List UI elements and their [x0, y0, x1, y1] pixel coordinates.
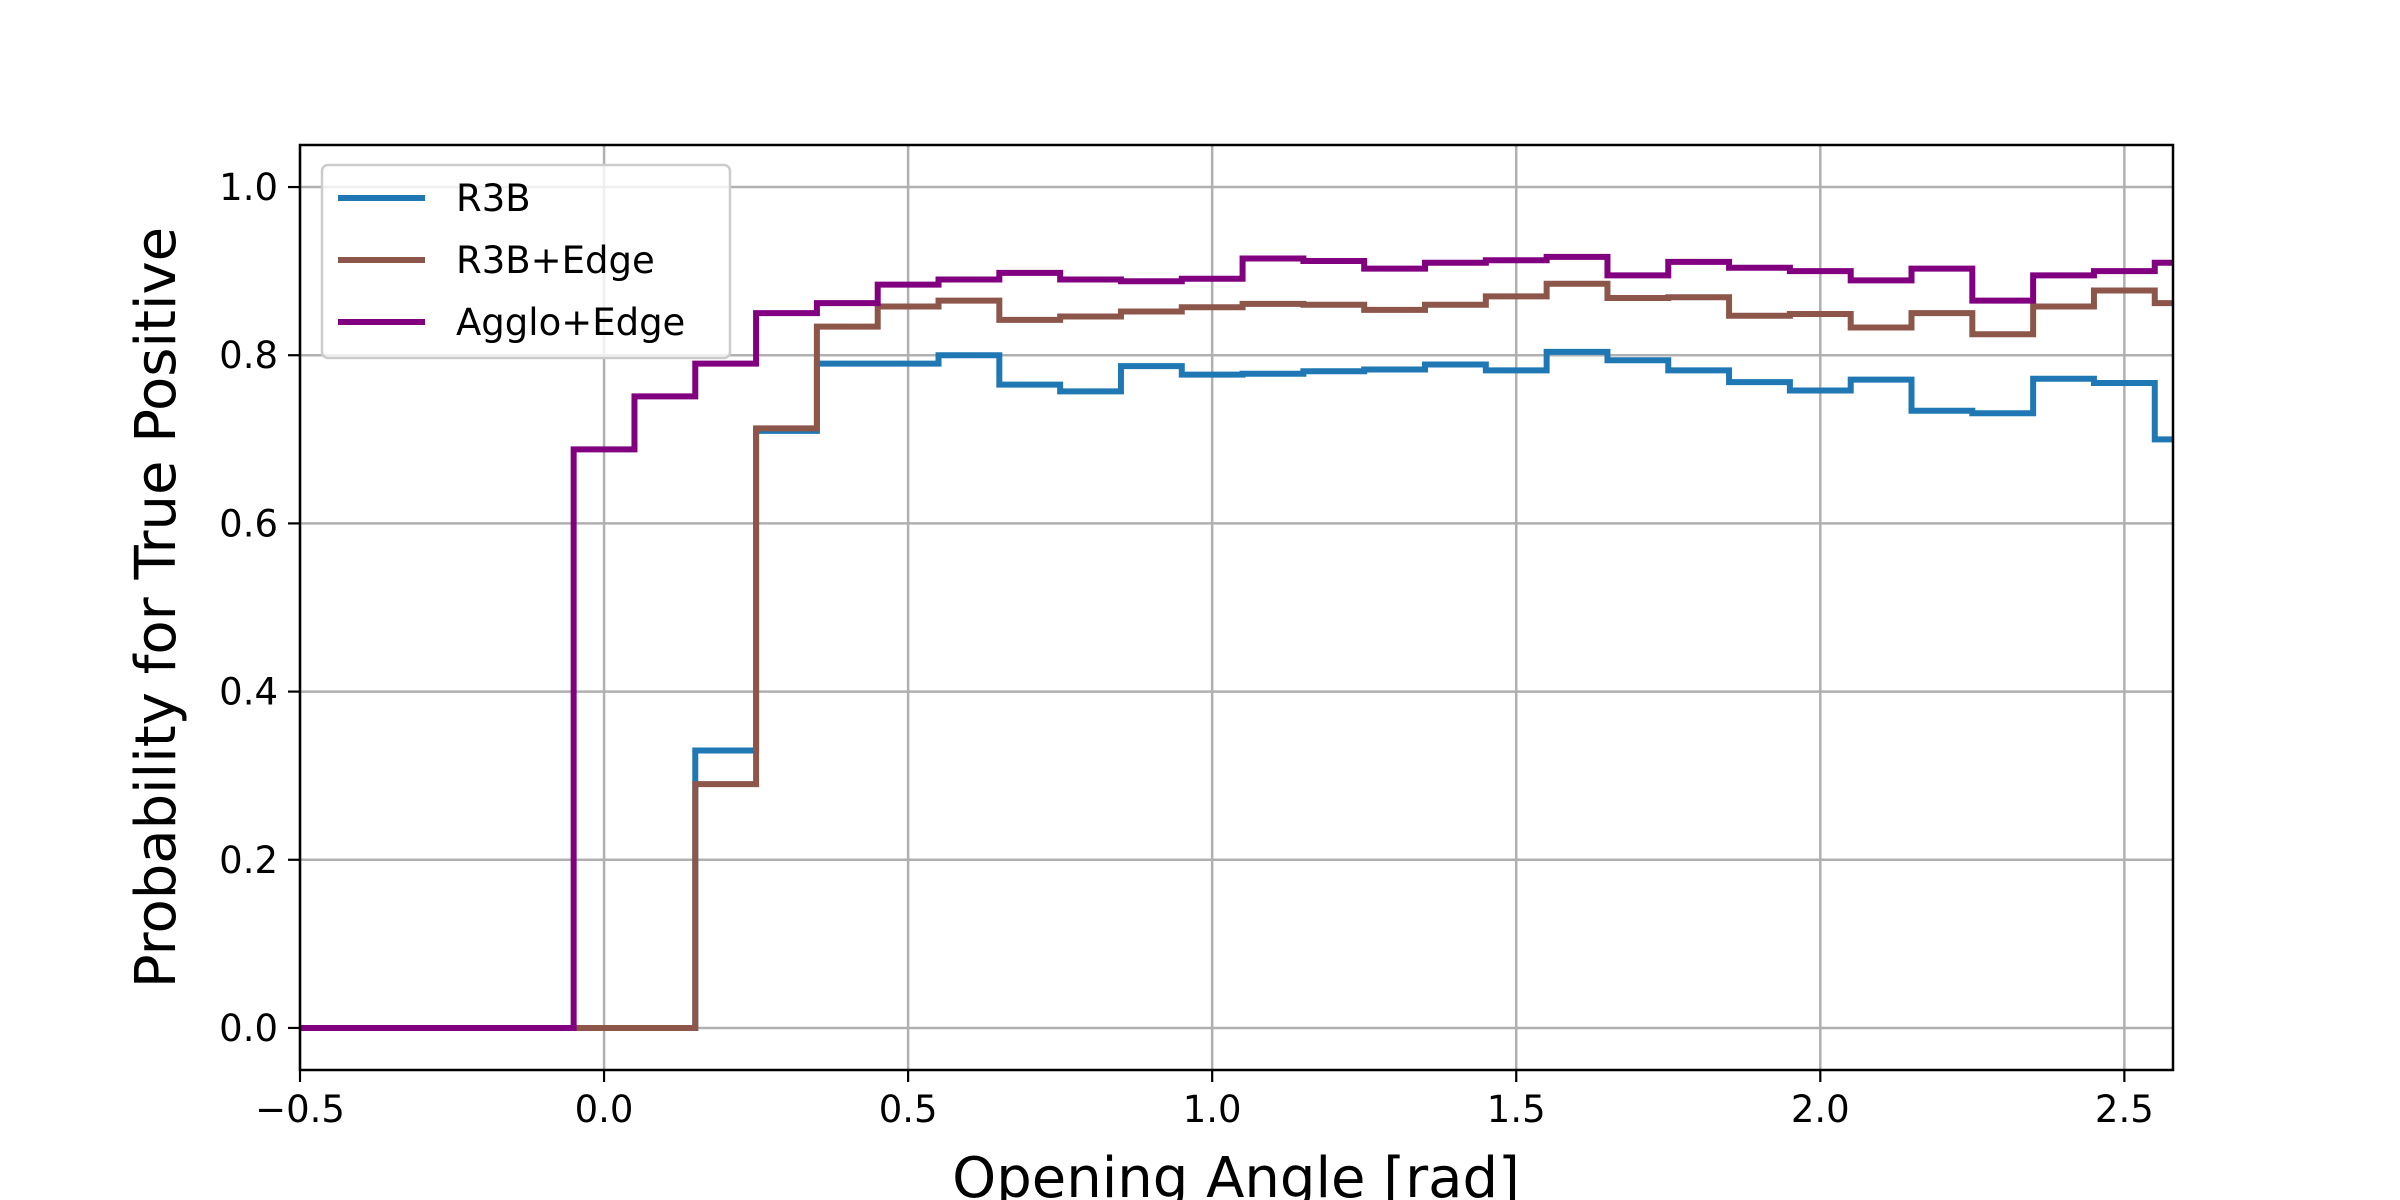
series-layer — [300, 253, 2173, 1031]
x-tick-label: 2.5 — [2095, 1088, 2154, 1131]
legend: R3B R3B+Edge Agglo+Edge — [320, 163, 732, 360]
x-tick-label: 1.0 — [1183, 1088, 1242, 1131]
plot-frame — [298, 143, 2175, 1072]
x-tick-label: −0.5 — [255, 1088, 345, 1131]
x-axis-label: Opening Angle [rad] — [952, 1146, 1520, 1200]
y-tick-label: 0.6 — [219, 502, 278, 545]
x-tick-label: 1.5 — [1487, 1088, 1546, 1131]
y-axis-label: Probability for True Positive — [124, 227, 189, 988]
axis-ticks: −0.5 0.0 0.5 1.0 1.5 2.0 2.5 0.0 0.2 0.4 0.6 0.8 1.0 — [219, 166, 2154, 1131]
y-tick-label: 1.0 — [219, 166, 278, 209]
x-tick-label: 0.0 — [575, 1088, 634, 1131]
y-tick-label: 0.0 — [219, 1007, 278, 1050]
legend-box — [320, 163, 732, 360]
x-tick-label: 2.0 — [1791, 1088, 1850, 1131]
y-tick-label: 0.8 — [219, 334, 278, 377]
legend-label-r3b: R3B — [456, 177, 531, 220]
x-tick-label: 0.5 — [879, 1088, 938, 1131]
legend-label-agglo-edge: Agglo+Edge — [456, 301, 685, 344]
series-line-agglo-edge — [300, 253, 2173, 1031]
legend-label-r3b-edge: R3B+Edge — [456, 239, 655, 282]
series-line-r3b-edge — [300, 280, 2173, 1031]
y-tick-label: 0.2 — [219, 839, 278, 882]
y-tick-label: 0.4 — [219, 671, 278, 714]
